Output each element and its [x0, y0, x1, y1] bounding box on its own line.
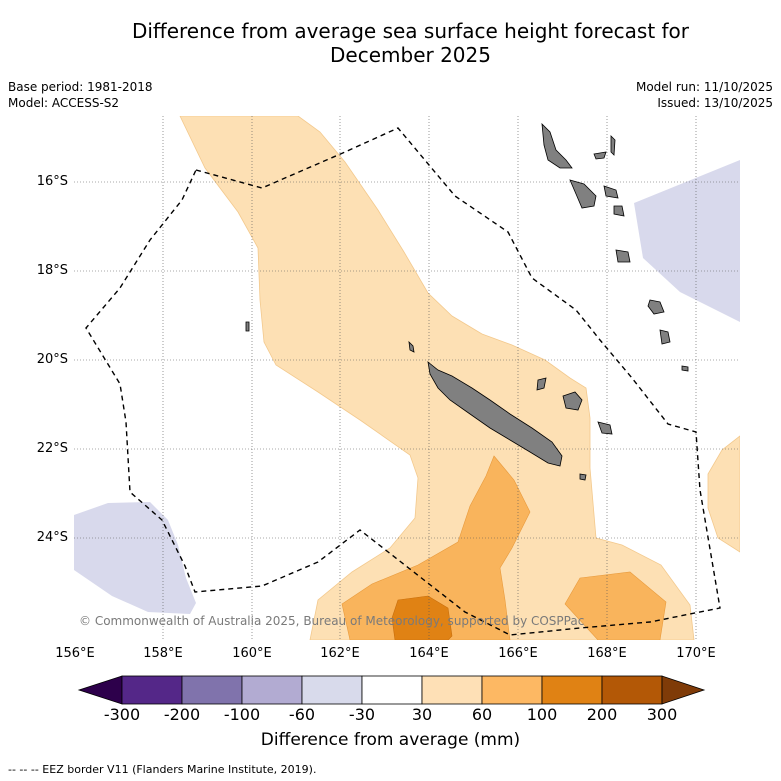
colorbar-tick-60: 60 — [471, 705, 493, 724]
new-caledonia — [427, 361, 563, 467]
loyalty-island-2 — [597, 421, 613, 435]
map-area — [74, 116, 740, 640]
copyright-notice: © Commonwealth of Australia 2025, Bureau… — [79, 614, 585, 628]
colorbar-tick-200: 200 — [586, 705, 618, 724]
eez-border — [85, 127, 721, 636]
base-period: Base period: 1981-2018 — [8, 80, 153, 94]
vanuatu-ambae — [593, 151, 607, 160]
lat-label-16s: 16°S — [36, 174, 68, 189]
colorbar-tick-100: 100 — [526, 705, 558, 724]
lon-label-164e: 164°E — [409, 646, 449, 661]
lat-label-18s: 18°S — [36, 263, 68, 278]
vanuatu-espiritu-santo — [541, 122, 573, 169]
anomaly-negative-east — [634, 160, 740, 322]
land-masses — [245, 122, 689, 481]
issued-date: Issued: 13/10/2025 — [657, 96, 773, 110]
vanuatu-tanna — [647, 299, 665, 315]
loyalty-island-1 — [562, 391, 583, 411]
lat-label-22s: 22°S — [36, 441, 68, 456]
lon-label-160e: 160°E — [232, 646, 272, 661]
anomaly-30-60-east — [707, 435, 740, 553]
model-run: Model run: 11/10/2025 — [635, 80, 773, 94]
colorbar-tick-minus300: -300 — [103, 705, 141, 724]
lat-label-20s: 20°S — [36, 352, 68, 367]
lon-label-166e: 166°E — [498, 646, 538, 661]
vanuatu-malakula — [569, 179, 597, 209]
title-line-2: December 2025 — [330, 43, 491, 67]
eez-legend-footer: -- -- -- EEZ border V11 (Flanders Marine… — [8, 763, 317, 776]
model-name: Model: ACCESS-S2 — [8, 96, 120, 110]
colorbar-tick-30: 30 — [411, 705, 433, 724]
lon-label-162e: 162°E — [320, 646, 360, 661]
vanuatu-erromango — [615, 249, 631, 263]
anomaly-negative-west — [74, 502, 196, 614]
title-line-1: Difference from average sea surface heig… — [131, 19, 690, 43]
colorbar-tick-minus200: -200 — [163, 705, 201, 724]
colorbar-tick-300: 300 — [646, 705, 678, 724]
vanuatu-aneityum — [659, 329, 671, 345]
lon-label-158e: 158°E — [143, 646, 183, 661]
lon-label-170e: 170°E — [676, 646, 716, 661]
vanuatu-pentecost — [603, 185, 619, 199]
lon-label-156e: 156°E — [55, 646, 95, 661]
anomaly-100-200 — [391, 595, 453, 640]
colorbar-tick-minus100: -100 — [223, 705, 261, 724]
anomaly-60-100-central — [341, 455, 531, 640]
colorbar-label: Difference from average (mm) — [260, 730, 521, 750]
isle-of-pines — [579, 473, 587, 481]
small-island-1 — [681, 365, 689, 372]
colorbar-tick-minus60: -60 — [288, 705, 316, 724]
small-island-2 — [245, 321, 250, 332]
chart-title: Difference from average sea surface heig… — [0, 19, 781, 67]
lon-label-168e: 168°E — [587, 646, 627, 661]
vanuatu-efate — [613, 205, 625, 217]
loyalty-island-3 — [536, 377, 547, 391]
vanuatu-north — [610, 135, 616, 156]
gridlines — [74, 116, 740, 640]
colorbar-tick-minus30: -30 — [348, 705, 376, 724]
lat-label-24s: 24°S — [36, 530, 68, 545]
small-island-3 — [408, 340, 415, 353]
